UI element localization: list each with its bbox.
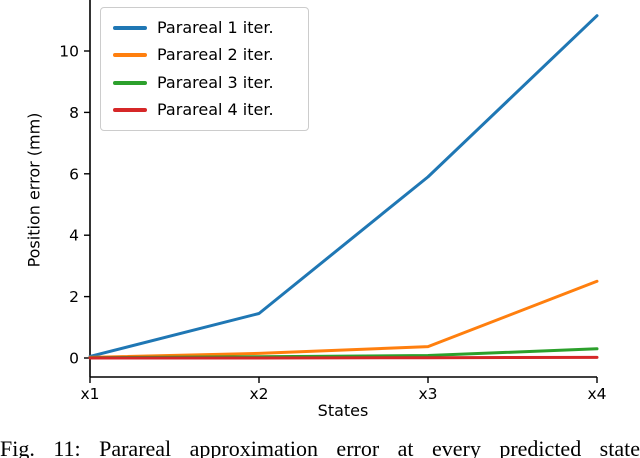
y-tick-label: 2 [69,288,79,306]
y-axis-label: Position error (mm) [24,112,44,268]
legend-item: Parareal 1 iter. [113,17,296,37]
x-tick-label: x1 [80,385,99,403]
legend-label: Parareal 3 iter. [157,72,274,92]
x-tick-label: x3 [418,385,437,403]
legend-line-swatch [113,108,147,113]
x-tick-label: x4 [587,385,606,403]
series-line [88,14,599,358]
y-tick-label: 0 [69,350,79,368]
series-line [88,279,599,359]
legend-item: Parareal 4 iter. [113,102,296,118]
y-tick-label: 4 [69,227,79,245]
x-axis-label: States [317,401,369,420]
legend-label: Parareal 1 iter. [157,17,274,37]
legend-line-swatch [113,80,147,85]
legend-line-swatch [113,25,147,30]
y-tick-label: 6 [69,165,79,183]
legend-item: Parareal 3 iter. [113,72,296,92]
legend-label: Parareal 4 iter. [157,100,274,120]
series-line [88,355,599,360]
legend-label: Parareal 2 iter. [157,45,274,65]
y-tick-label: 8 [69,104,79,122]
x-tick-label: x2 [249,385,268,403]
legend-line-swatch [113,53,147,58]
legend-item: Parareal 2 iter. [113,47,296,63]
figure-caption: Fig. 11: Parareal approximation error at… [0,436,640,458]
legend: Parareal 1 iter. Parareal 2 iter. Parareal… [100,7,309,131]
y-tick-label: 10 [59,43,79,61]
